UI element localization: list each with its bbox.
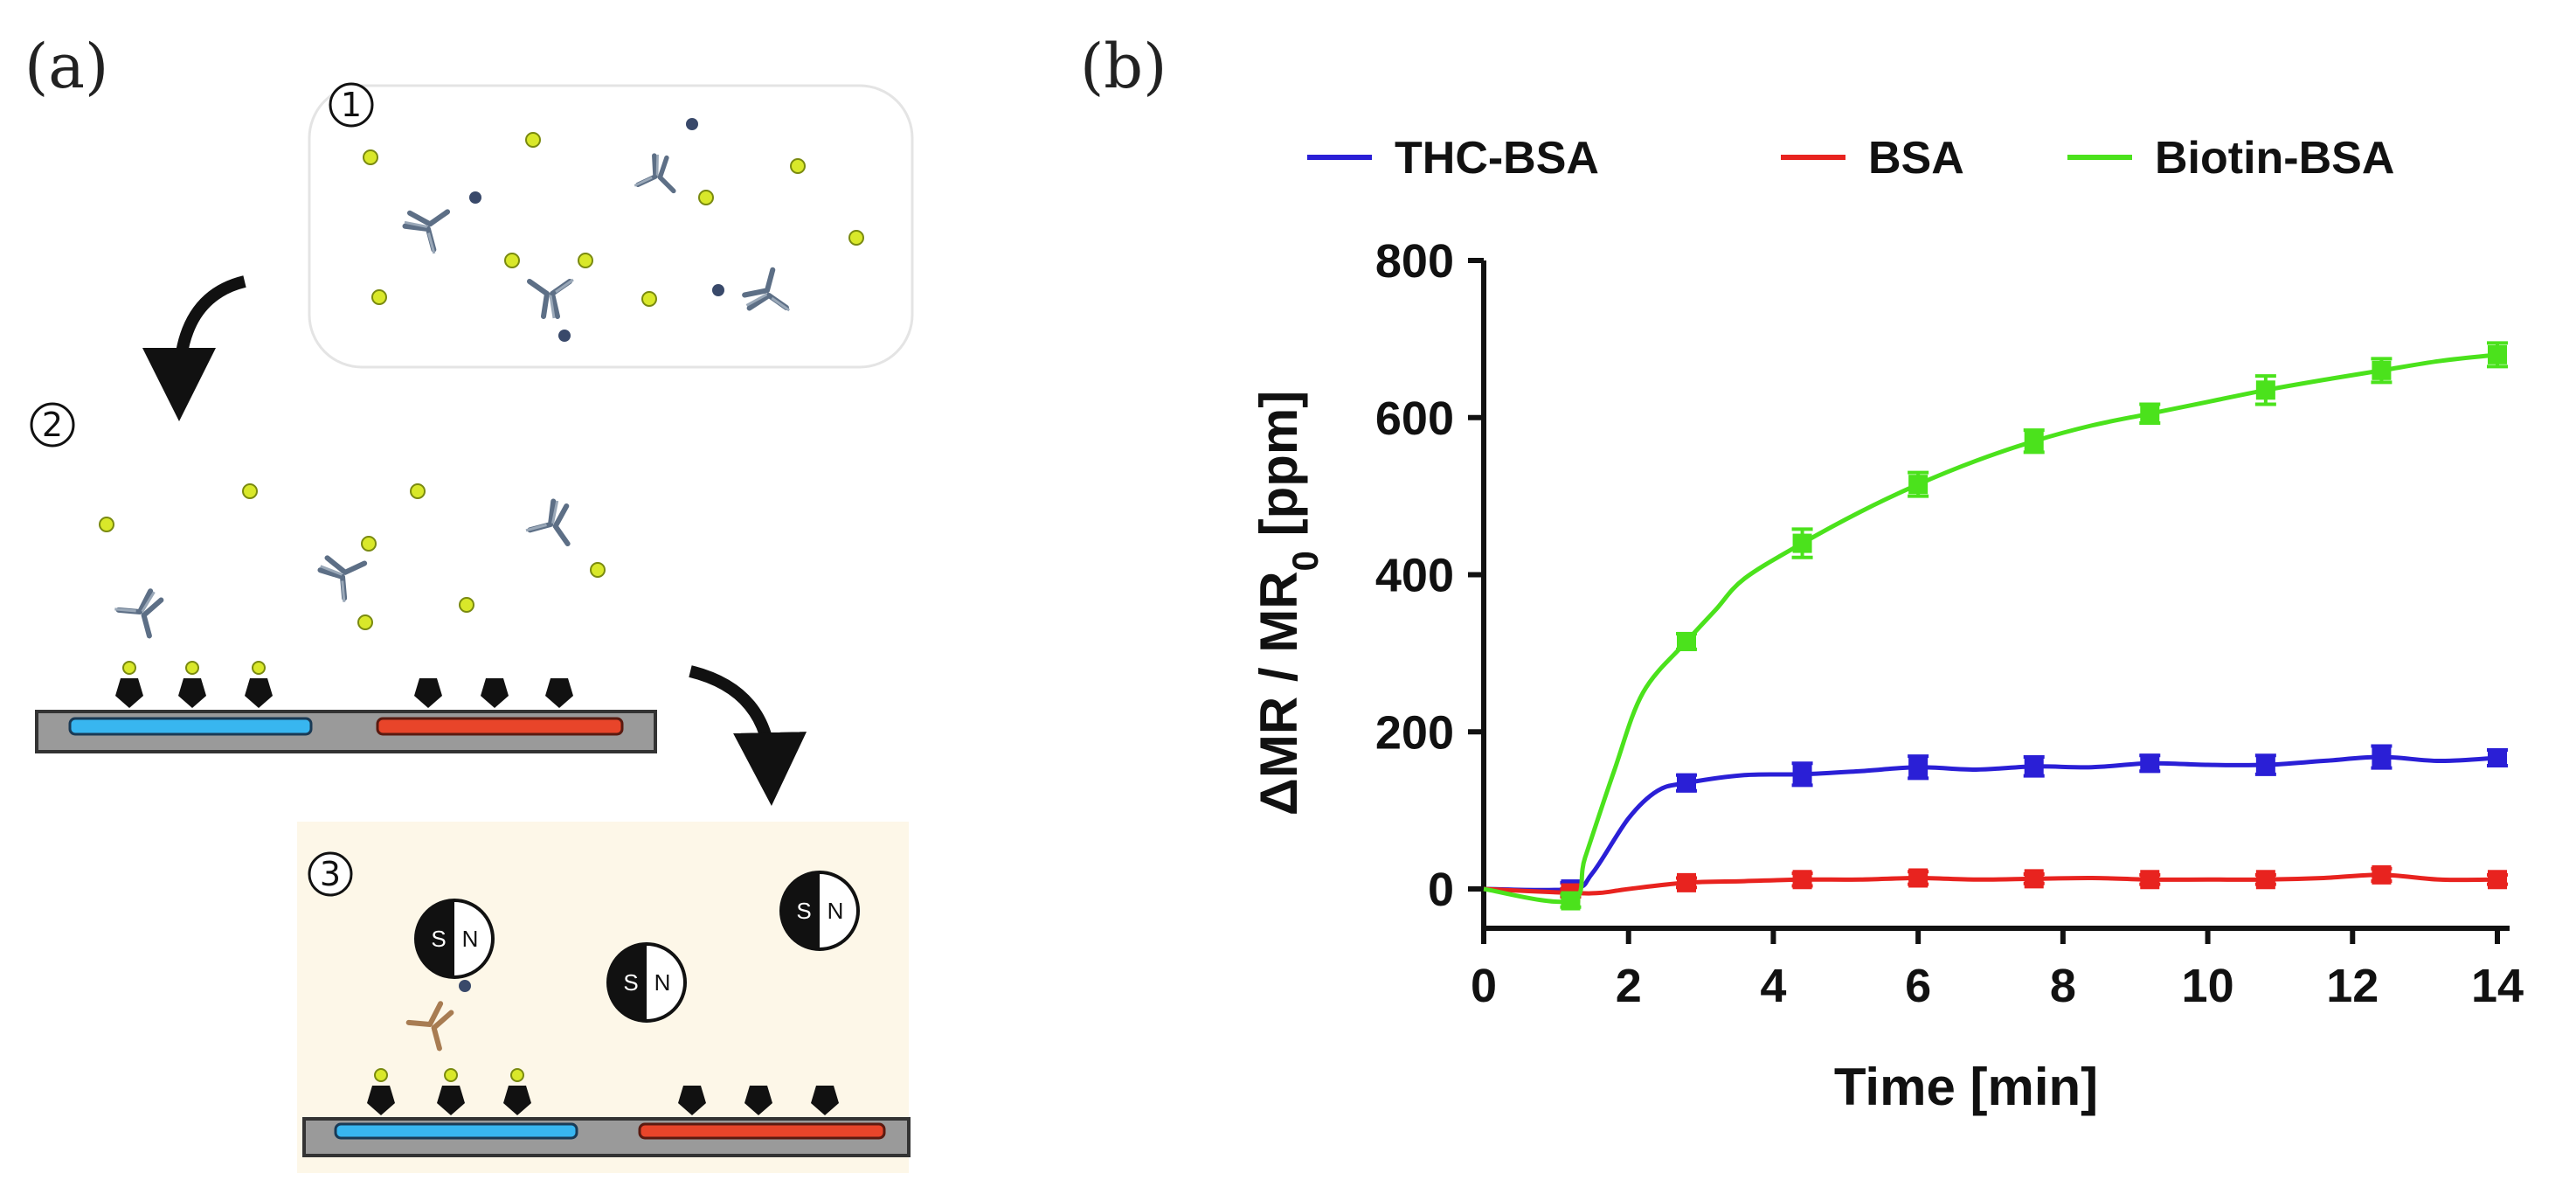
data-point-biotin-bsa	[2140, 404, 2160, 424]
svg-text:S: S	[796, 898, 811, 924]
receptor-hexagons	[115, 678, 573, 708]
x-tick-label: 10	[2182, 960, 2234, 1012]
x-axis-title: Time [min]	[1834, 1058, 2098, 1116]
x-ticks: 0 2 4 6 8 10 12 14	[1471, 928, 2524, 1012]
plot-series	[1483, 341, 2508, 911]
data-point-thc-bsa	[1677, 773, 1696, 793]
x-tick-label: 6	[1905, 960, 1931, 1012]
svg-text:N: N	[654, 969, 671, 996]
antibody-icon	[526, 494, 580, 545]
x-tick-label: 2	[1616, 960, 1642, 1012]
data-point-bsa	[1677, 872, 1696, 892]
data-point-biotin-bsa	[2255, 380, 2275, 400]
data-point-bsa	[1908, 868, 1929, 888]
data-point-bsa	[2255, 870, 2275, 890]
legend: THC-BSA BSA Biotin-BSA	[1307, 133, 2394, 184]
data-point-thc-bsa	[2488, 747, 2507, 767]
series-line-biotin-bsa	[1483, 352, 2498, 905]
data-point-bsa	[2488, 870, 2507, 890]
series-line-bsa	[1483, 872, 2498, 896]
data-point-biotin-bsa	[2372, 360, 2392, 380]
data-point-thc-bsa	[1908, 757, 1929, 777]
data-point-biotin-bsa	[2024, 431, 2044, 451]
y-ticks: 0 200 400 600 800	[1375, 235, 1484, 916]
axes	[1481, 260, 2510, 931]
data-point-bsa	[2372, 864, 2392, 885]
step-1-marker	[329, 82, 374, 128]
magnetic-bead: S N	[779, 871, 860, 951]
receptor-hexagons	[367, 1086, 839, 1115]
svg-text:S: S	[431, 926, 446, 952]
data-point-biotin-bsa	[1561, 891, 1581, 911]
panel-a: (a) 1 2	[24, 31, 914, 1173]
data-point-biotin-bsa	[2488, 344, 2507, 364]
sensor-chip	[35, 710, 657, 753]
y-tick-label: 800	[1375, 235, 1454, 288]
svg-text:S: S	[623, 969, 638, 996]
step-2-marker	[30, 402, 75, 448]
x-tick-label: 0	[1471, 960, 1497, 1012]
x-tick-label: 14	[2471, 960, 2524, 1012]
legend-label-thc-bsa: THC-BSA	[1395, 133, 1599, 184]
y-tick-label: 0	[1428, 864, 1454, 916]
data-point-bsa	[1792, 870, 1812, 890]
antibody-icon	[114, 580, 173, 637]
data-point-thc-bsa	[2255, 755, 2275, 775]
data-point-bsa	[2140, 870, 2160, 890]
data-point-bsa	[2024, 869, 2044, 889]
magnetic-bead: S N	[606, 942, 687, 1023]
panel-b-label: (b)	[1080, 31, 1167, 102]
data-point-thc-bsa	[2372, 747, 2392, 767]
data-point-biotin-bsa	[1677, 631, 1696, 651]
data-point-biotin-bsa	[1908, 475, 1929, 495]
data-point-thc-bsa	[2140, 753, 2160, 774]
step-1-box: 1	[308, 82, 914, 369]
step-3-scene: 3 S N S N S N	[297, 822, 911, 1173]
y-tick-label: 600	[1375, 392, 1454, 445]
data-point-thc-bsa	[2024, 756, 2044, 776]
legend-label-biotin-bsa: Biotin-BSA	[2155, 133, 2394, 184]
x-tick-label: 12	[2326, 960, 2379, 1012]
y-tick-label: 400	[1375, 550, 1454, 602]
magnetic-bead: S N	[414, 899, 495, 979]
step-1-label: 1	[341, 86, 362, 124]
step-3-marker	[308, 851, 353, 897]
svg-text:N: N	[462, 926, 479, 952]
antibody-icon	[311, 545, 366, 601]
series-line-thc-bsa	[1483, 754, 2498, 892]
data-point-biotin-bsa	[1792, 533, 1812, 553]
legend-label-bsa: BSA	[1868, 133, 1964, 184]
step-3-label: 3	[320, 855, 341, 893]
y-tick-label: 200	[1375, 706, 1454, 759]
step-2-label: 2	[42, 406, 63, 444]
svg-text:N: N	[828, 898, 844, 924]
analyte-dots	[363, 132, 864, 307]
step-2-scene: 2	[30, 402, 657, 753]
x-tick-label: 4	[1760, 960, 1786, 1012]
data-point-thc-bsa	[1792, 764, 1812, 784]
sensor-chip	[302, 1117, 911, 1157]
y-axis-title: ΔMR / MR0 [ppm]	[1250, 391, 1326, 816]
arrow-step2-to-step3	[689, 665, 807, 806]
x-tick-label: 8	[2050, 960, 2076, 1012]
arrow-step1-to-step2	[142, 275, 246, 421]
panel-a-label: (a)	[24, 31, 108, 102]
panel-b: (b) THC-BSA BSA Biotin-BSA 0200400600800…	[1080, 31, 2524, 1116]
